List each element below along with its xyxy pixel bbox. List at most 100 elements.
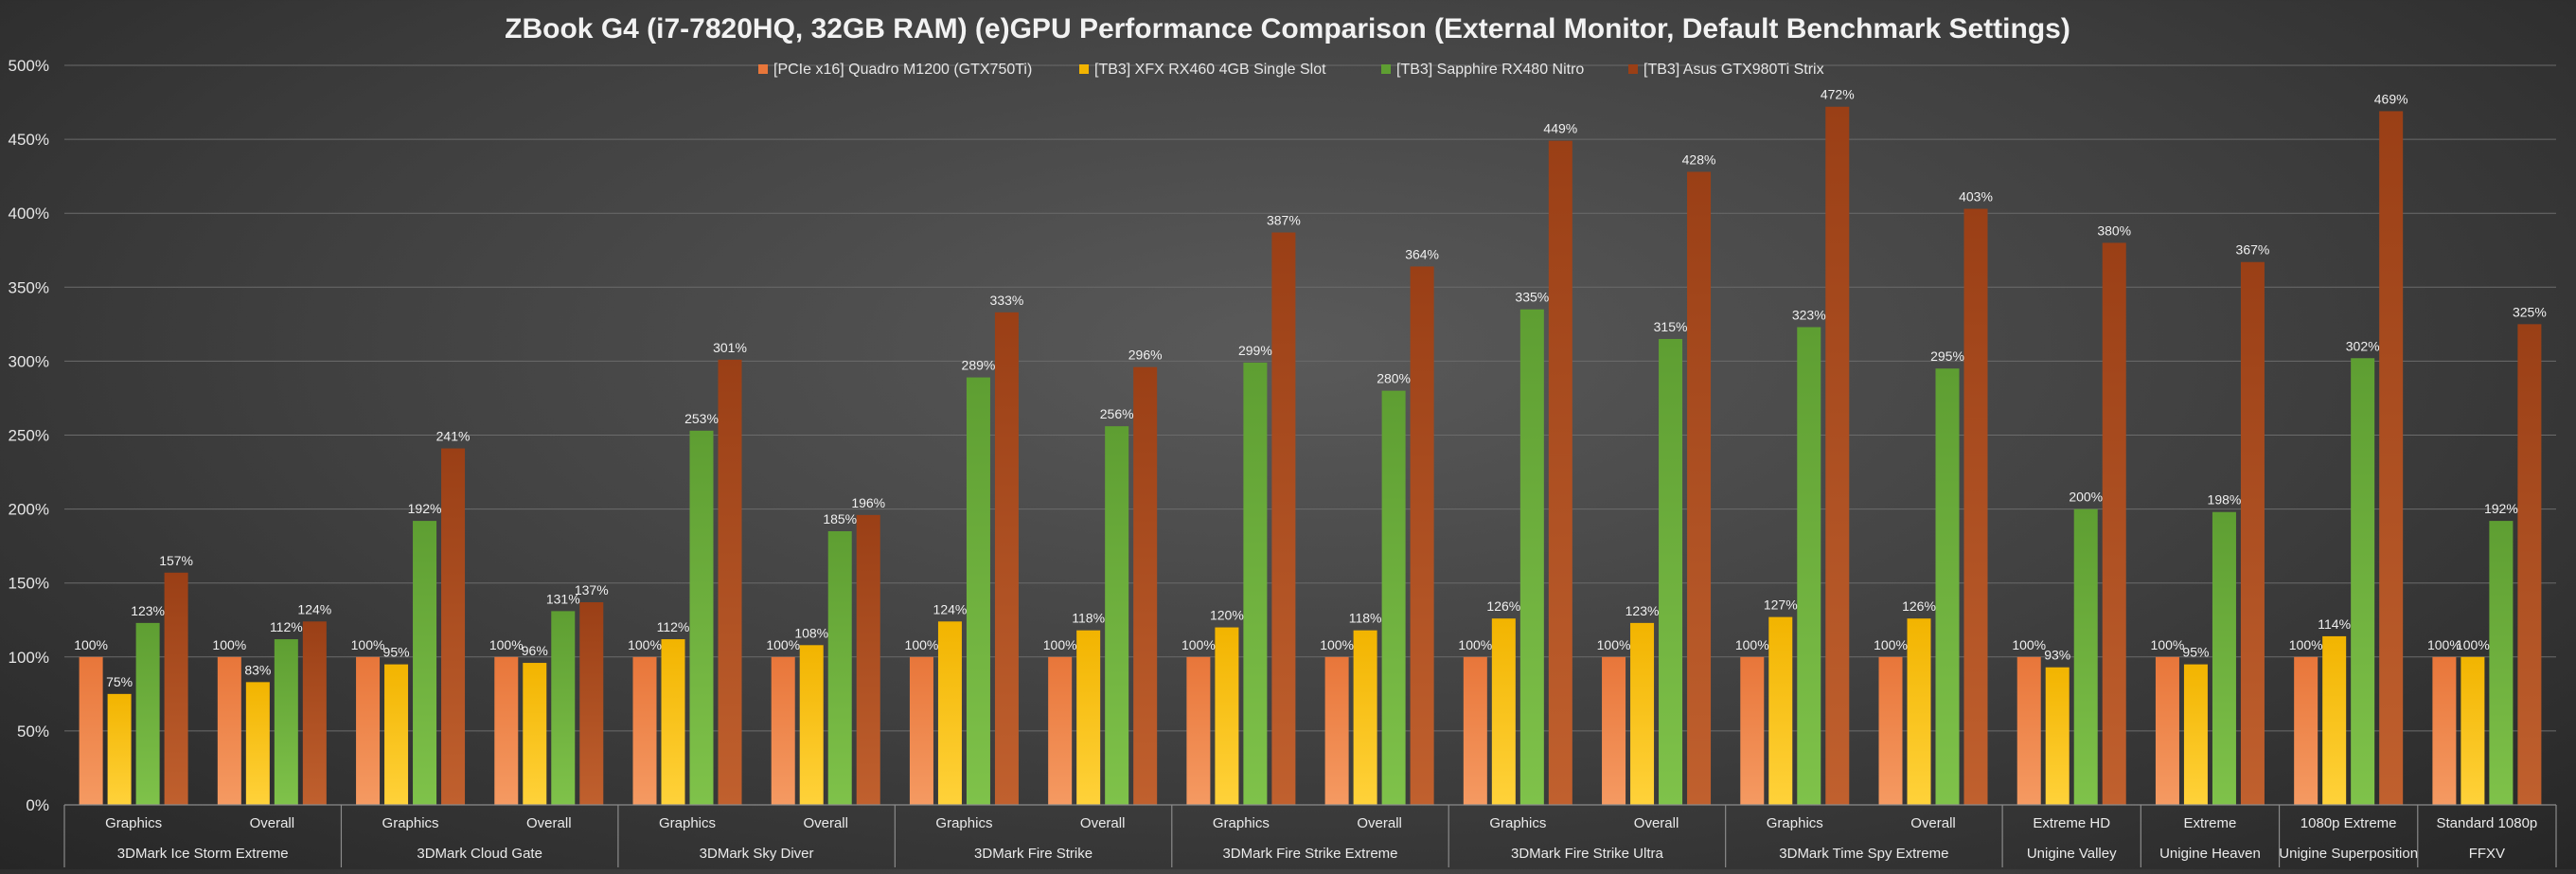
- data-label: 118%: [1072, 611, 1105, 626]
- bar: [1548, 140, 1572, 806]
- data-label: 256%: [1100, 406, 1134, 421]
- data-label: 428%: [1682, 152, 1716, 167]
- x-axis: Graphics Overall Graphics Overall Graphics Ov…: [63, 804, 2557, 867]
- bar: [1687, 171, 1712, 806]
- legend-label: [TB3] XFX RX460 4GB Single Slot: [1094, 62, 1326, 78]
- bar: [1105, 426, 1129, 805]
- data-label: 100%: [766, 637, 800, 652]
- x-group-label: 3DMark Fire Strike Ultra: [1511, 846, 1664, 862]
- data-label: 387%: [1267, 213, 1301, 228]
- bar: [441, 448, 466, 805]
- legend-item: [TB3] XFX RX460 4GB Single Slot: [1079, 62, 1326, 78]
- data-label: 96%: [522, 643, 548, 658]
- data-label: 100%: [1597, 637, 1631, 652]
- data-label: 100%: [1458, 637, 1492, 652]
- x-tick-label: Graphics: [659, 815, 716, 831]
- bar: [771, 656, 795, 805]
- bar: [856, 514, 880, 805]
- bar: [2240, 261, 2265, 806]
- x-tick-label: Overall: [250, 815, 295, 831]
- data-label: 367%: [2236, 242, 2270, 258]
- data-label: 75%: [106, 674, 133, 689]
- data-label: 289%: [962, 358, 996, 373]
- data-label: 323%: [1792, 307, 1826, 322]
- x-group-label: Unigine Heaven: [2159, 846, 2261, 862]
- bar: [2045, 667, 2070, 805]
- bar: [1491, 618, 1516, 805]
- data-label: 301%: [713, 340, 747, 355]
- bar: [551, 611, 576, 805]
- data-label: 108%: [794, 625, 828, 640]
- x-tick-label: Overall: [1634, 815, 1679, 831]
- data-label: 302%: [2346, 338, 2380, 353]
- data-label: 126%: [1902, 598, 1936, 614]
- legend: [PCIe x16] Quadro M1200 (GTX750Ti) [TB3] …: [758, 62, 1824, 78]
- bar: [909, 656, 933, 805]
- data-label: 100%: [1181, 637, 1216, 652]
- bar: [1825, 106, 1850, 805]
- bar: [1878, 656, 1903, 805]
- x-tick-label: Graphics: [382, 815, 439, 831]
- bar: [2517, 324, 2542, 805]
- data-labels: 100%75%123%157%100%83%112%124%100%95%192…: [74, 87, 2547, 689]
- bar: [2379, 111, 2404, 805]
- data-label: 192%: [408, 501, 442, 516]
- data-label: 95%: [383, 645, 410, 660]
- bar: [718, 359, 742, 805]
- x-tick-label: Graphics: [1213, 815, 1270, 831]
- y-tick-label: 450%: [9, 131, 49, 149]
- data-label: 241%: [436, 429, 471, 444]
- bar: [1602, 656, 1626, 805]
- bar: [245, 682, 270, 805]
- data-label: 380%: [2097, 223, 2131, 238]
- legend-item: [TB3] Sapphire RX480 Nitro: [1381, 62, 1584, 78]
- bar: [1630, 622, 1655, 805]
- x-tick-label: Graphics: [935, 815, 992, 831]
- data-label: 253%: [684, 411, 719, 426]
- data-label: 403%: [1959, 189, 1993, 205]
- data-label: 118%: [1349, 611, 1382, 626]
- bar: [2102, 242, 2126, 805]
- y-tick-label: 50%: [17, 722, 49, 740]
- data-label: 335%: [1515, 290, 1549, 305]
- bar: [1076, 630, 1101, 805]
- data-label: 127%: [1764, 598, 1798, 613]
- y-tick-label: 200%: [9, 501, 49, 519]
- bar: [2351, 358, 2375, 805]
- data-label: 469%: [2374, 91, 2408, 106]
- data-label: 114%: [2318, 616, 2351, 632]
- data-label: 100%: [628, 637, 662, 652]
- bar: [1463, 656, 1487, 805]
- bar: [937, 621, 962, 805]
- bar: [1186, 656, 1211, 805]
- bar: [799, 645, 824, 805]
- bar: [1048, 656, 1073, 805]
- x-group-label: Unigine Valley: [2027, 846, 2117, 862]
- x-tick-label: Standard 1080p: [2437, 815, 2538, 831]
- data-label: 100%: [2427, 637, 2461, 652]
- bar: [1215, 627, 1239, 805]
- legend-swatch: [1079, 64, 1089, 74]
- data-label: 100%: [74, 637, 108, 652]
- bar: [523, 663, 547, 805]
- bar: [384, 664, 409, 805]
- bar: [827, 531, 852, 805]
- x-group-label: 3DMark Time Spy Extreme: [1779, 846, 1948, 862]
- x-group-label: 3DMark Sky Diver: [700, 846, 814, 862]
- bar: [1271, 232, 1296, 806]
- chart-title: ZBook G4 (i7-7820HQ, 32GB RAM) (e)GPU Pe…: [505, 13, 2070, 45]
- data-label: 124%: [297, 601, 331, 616]
- x-group-label: FFXV: [2469, 846, 2505, 862]
- x-tick-label: Graphics: [1767, 815, 1823, 831]
- bar: [2461, 656, 2485, 805]
- bar: [579, 602, 604, 805]
- bar: [689, 430, 714, 805]
- x-tick-label: Graphics: [105, 815, 162, 831]
- x-tick-label: Overall: [803, 815, 848, 831]
- x-tick-label: Overall: [1910, 815, 1956, 831]
- y-tick-label: 300%: [9, 352, 49, 370]
- legend-label: [PCIe x16] Quadro M1200 (GTX750Ti): [773, 62, 1032, 78]
- data-label: 100%: [2456, 637, 2490, 652]
- bar: [661, 639, 685, 805]
